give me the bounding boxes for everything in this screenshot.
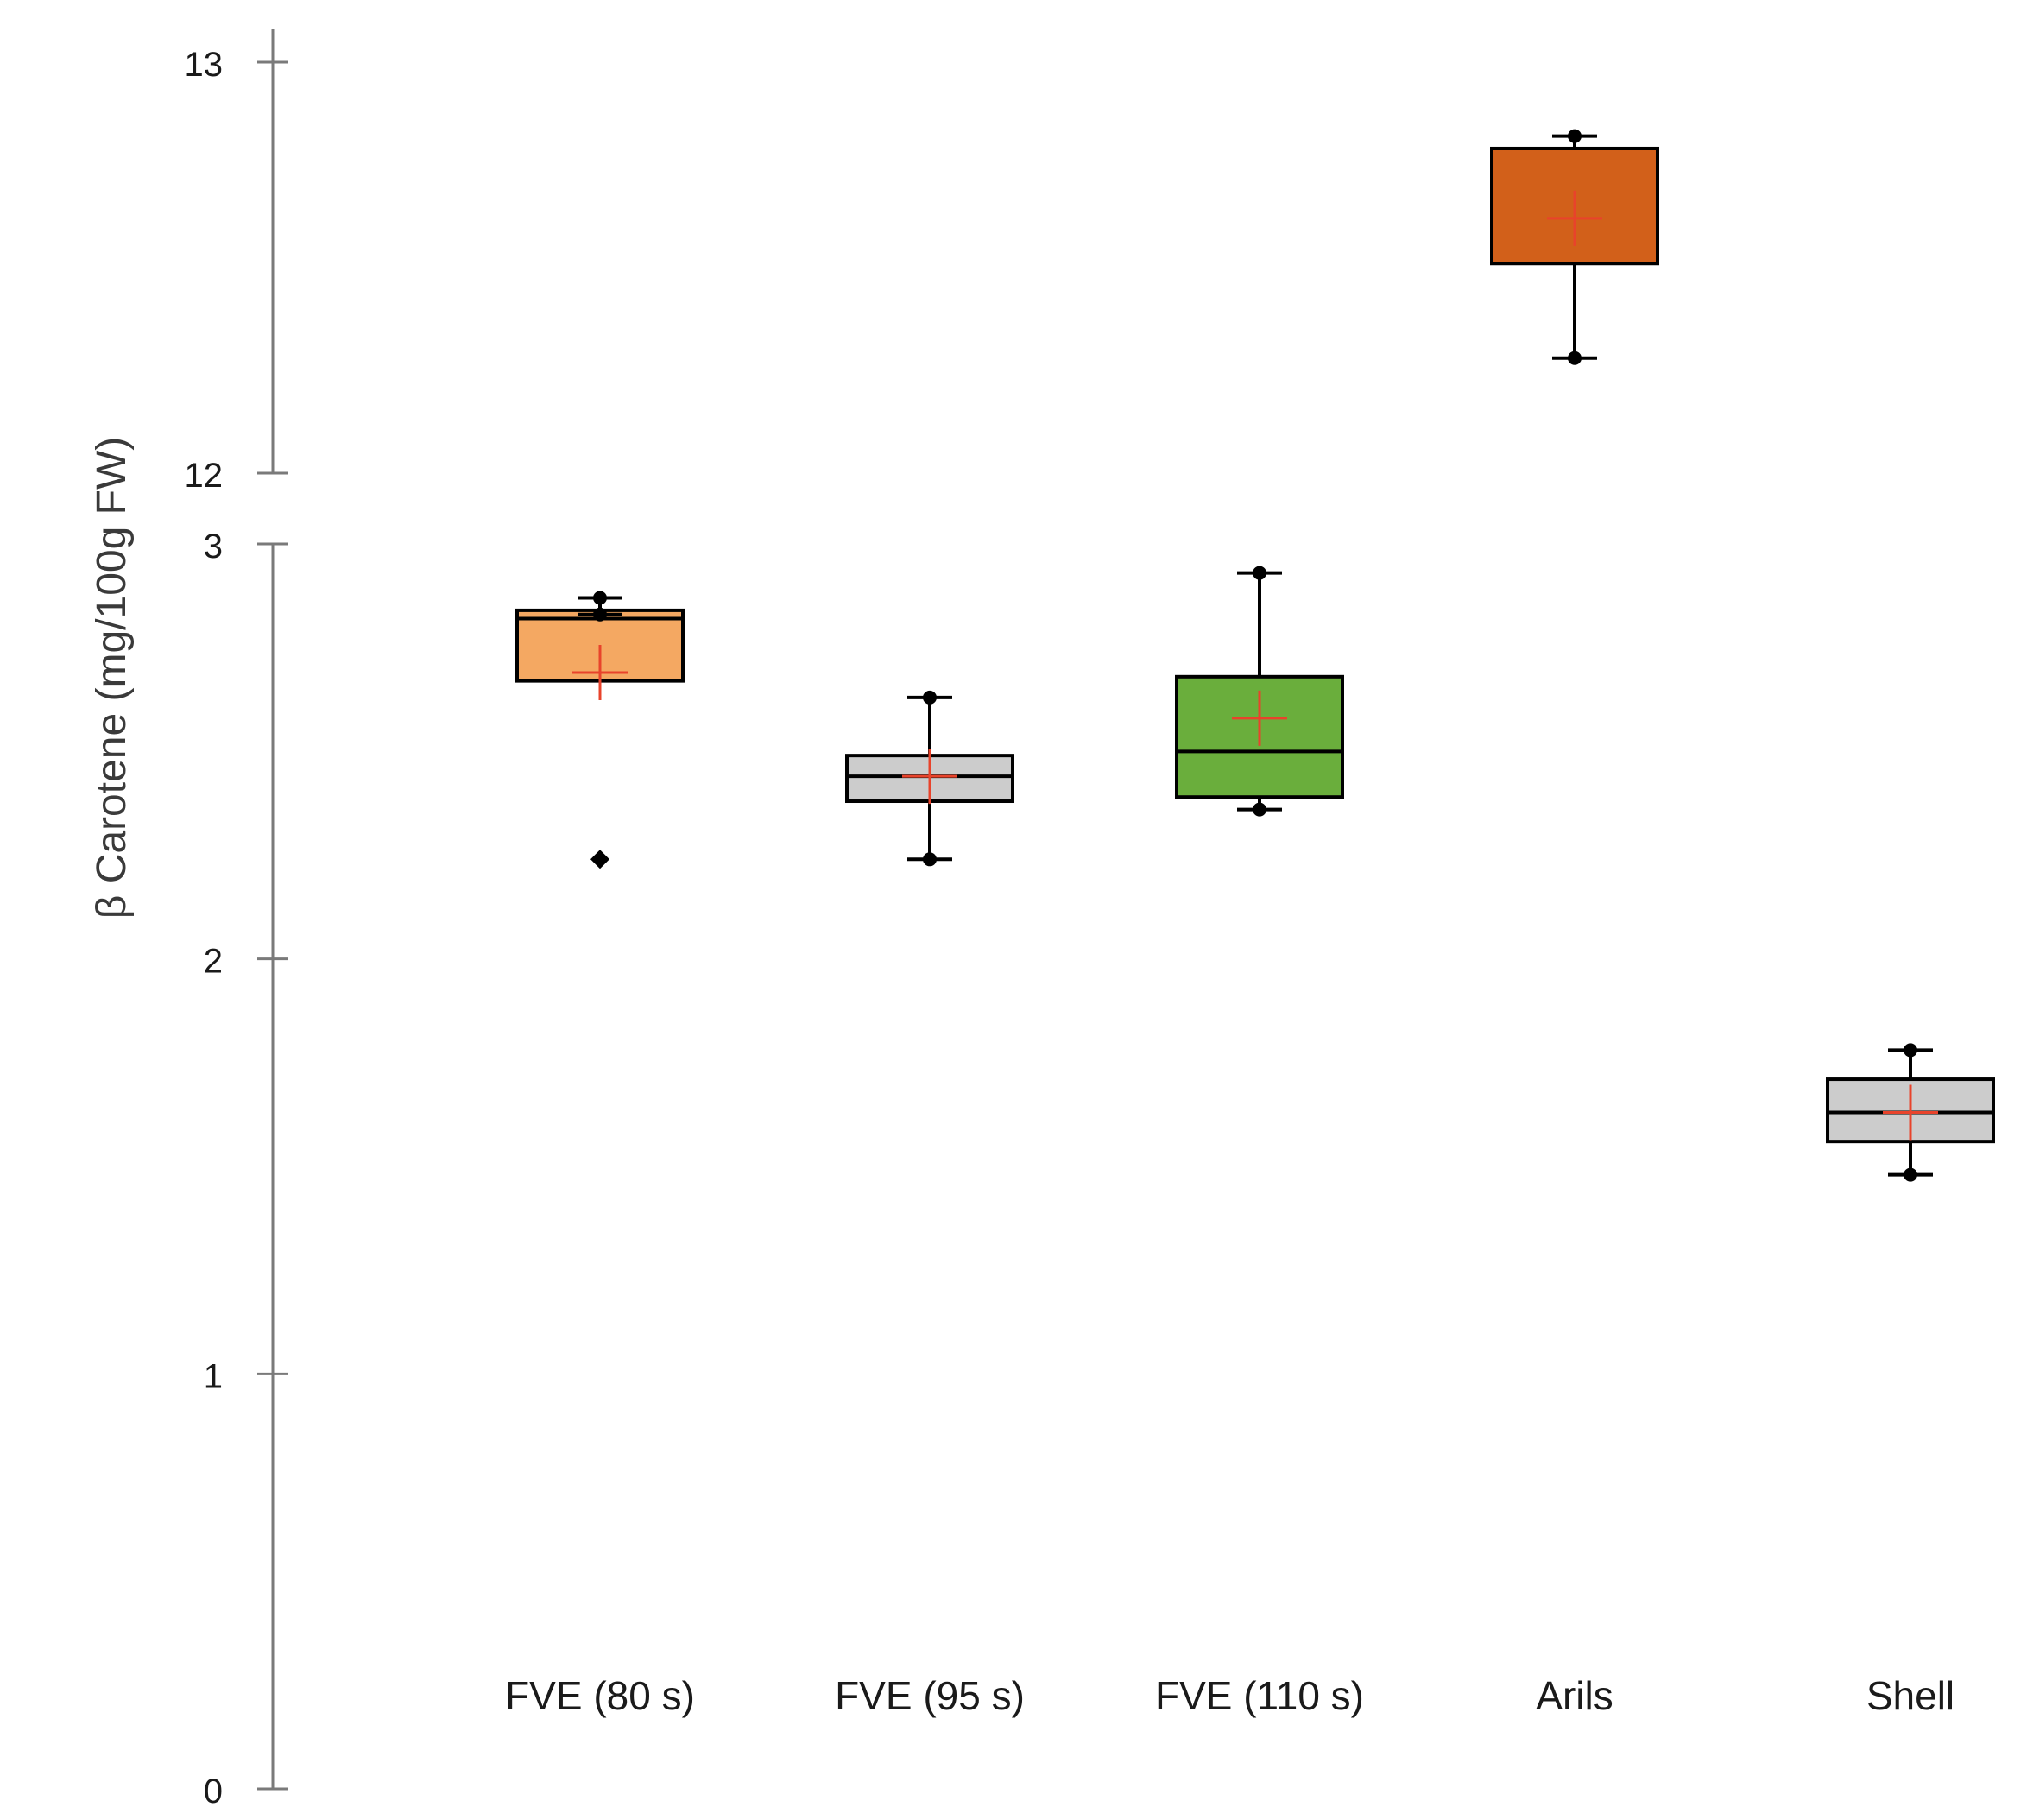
category-label: Arils <box>1536 1673 1613 1718</box>
whisker-end-point <box>1904 1043 1917 1058</box>
box-plot-series <box>515 129 1995 1182</box>
whisker-end-point <box>1904 1167 1917 1182</box>
box-group <box>1175 566 1344 817</box>
box-group <box>515 591 685 869</box>
box-group <box>1826 1043 1995 1182</box>
whisker-end-point <box>1253 802 1266 817</box>
whisker-end-point <box>923 852 937 867</box>
y-tick-label: 0 <box>204 1773 223 1811</box>
whisker-end-point <box>1568 129 1582 143</box>
y-tick-label: 2 <box>204 943 223 981</box>
y-tick-label: 3 <box>204 528 223 566</box>
whisker-end-point <box>1253 566 1266 580</box>
category-label: FVE (80 s) <box>505 1673 695 1718</box>
whisker-end-point <box>1568 351 1582 365</box>
y-axis-title: β Carotene (mg/100g FW) <box>89 437 135 919</box>
category-labels: FVE (80 s) FVE (95 s) FVE (110 s) Arils Shel… <box>505 1673 1954 1718</box>
y-tick-label: 13 <box>185 46 224 84</box>
box-group <box>845 690 1014 867</box>
category-label: FVE (95 s) <box>835 1673 1025 1718</box>
y-tick-label: 1 <box>204 1357 223 1395</box>
whisker-end-point <box>923 690 937 705</box>
category-label: FVE (110 s) <box>1155 1673 1364 1718</box>
outlier-point <box>590 850 609 869</box>
box-group <box>1490 129 1659 365</box>
whisker-end-point <box>593 607 607 622</box>
category-label: Shell <box>1866 1673 1954 1718</box>
y-tick-label: 12 <box>185 457 224 495</box>
whisker-end-point <box>593 591 607 605</box>
